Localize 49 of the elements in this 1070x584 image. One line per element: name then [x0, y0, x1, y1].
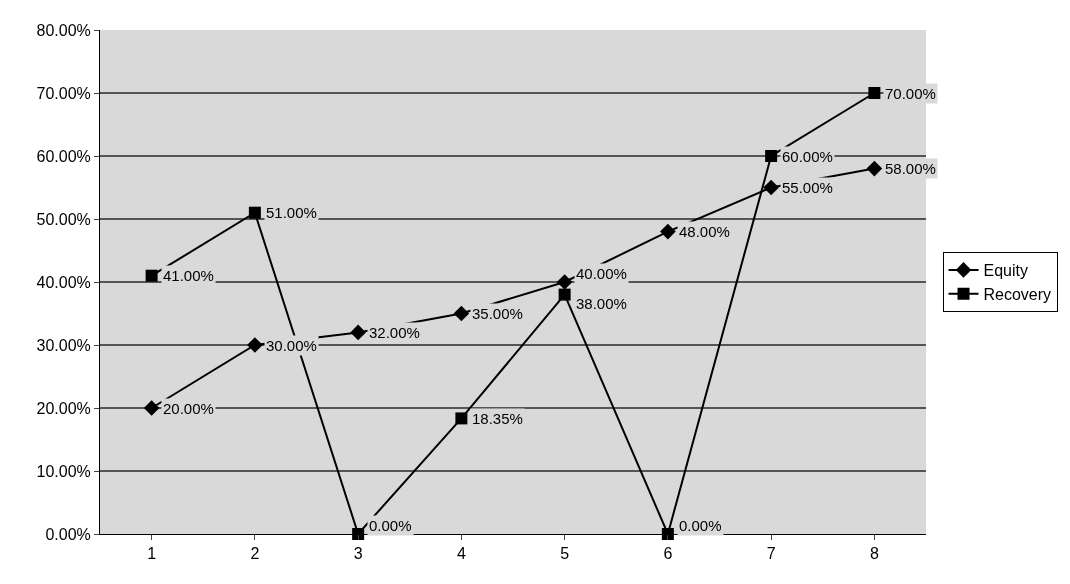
- y-tick-label: 0.00%: [45, 525, 91, 543]
- legend-label: Recovery: [983, 285, 1052, 303]
- y-tick-label: 40.00%: [36, 273, 91, 291]
- data-label: 60.00%: [782, 148, 833, 165]
- point: [660, 223, 676, 240]
- y-tick-label: 30.00%: [36, 336, 91, 354]
- x-tick-label: 7: [766, 545, 776, 563]
- point: [247, 337, 263, 353]
- data-label: 38.00%: [576, 295, 627, 312]
- point: [145, 269, 158, 282]
- data-label: 0.00%: [369, 517, 412, 534]
- point: [558, 288, 571, 301]
- point: [763, 179, 779, 196]
- point: [556, 274, 573, 290]
- data-label: 32.00%: [369, 324, 420, 341]
- point: [866, 160, 883, 177]
- data-label: 20.00%: [163, 400, 214, 417]
- y-tick-label: 20.00%: [36, 399, 91, 417]
- point: [455, 412, 468, 425]
- legend-label: Equity: [983, 262, 1028, 280]
- y-tick-label: 60.00%: [36, 147, 91, 165]
- x-tick-label: 5: [560, 545, 570, 563]
- data-label: 55.00%: [782, 179, 833, 196]
- data-label: 30.00%: [266, 337, 317, 354]
- data-label: 58.00%: [885, 160, 936, 177]
- y-tick-label: 80.00%: [36, 21, 91, 39]
- point: [765, 150, 778, 162]
- x-tick-label: 4: [456, 545, 466, 563]
- data-label: 40.00%: [576, 265, 627, 282]
- data-label: 48.00%: [679, 223, 730, 240]
- y-tick-label: 70.00%: [36, 84, 91, 102]
- y-tick-label: 10.00%: [36, 462, 91, 480]
- data-label: 51.00%: [266, 204, 317, 221]
- x-tick-label: 1: [147, 545, 157, 563]
- data-label: 0.00%: [679, 517, 722, 534]
- point: [143, 400, 160, 416]
- data-label: 35.00%: [472, 305, 523, 322]
- point: [350, 324, 366, 341]
- y-tick-label: 50.00%: [36, 210, 91, 228]
- x-tick-label: 8: [869, 545, 879, 563]
- x-tick-label: 2: [250, 545, 260, 563]
- data-label: 70.00%: [885, 85, 936, 102]
- x-tick-label: 6: [663, 545, 673, 563]
- data-label: 41.00%: [163, 267, 214, 284]
- x-tick-label: 3: [353, 545, 363, 563]
- data-label: 18.35%: [472, 410, 523, 427]
- point: [868, 87, 881, 99]
- point: [248, 206, 261, 219]
- point: [453, 305, 470, 322]
